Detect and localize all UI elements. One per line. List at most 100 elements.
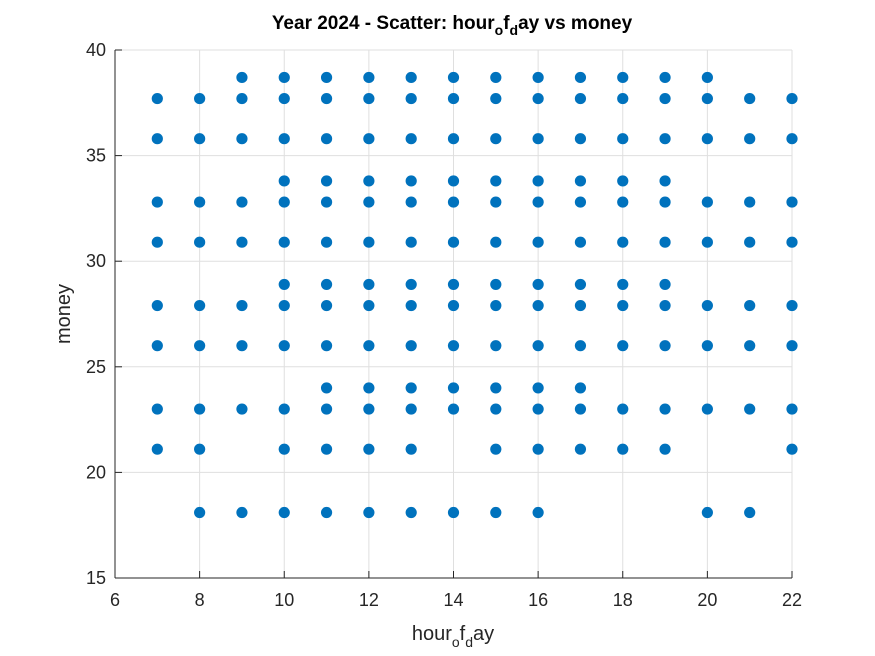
data-point — [701, 196, 713, 208]
data-point — [490, 443, 502, 455]
data-point — [659, 278, 671, 291]
data-point — [405, 403, 417, 415]
data-point — [151, 443, 163, 455]
data-point — [320, 382, 333, 394]
data-point — [194, 92, 206, 105]
data-point — [320, 71, 333, 84]
data-point — [617, 403, 629, 415]
data-point — [151, 299, 163, 312]
data-point — [744, 236, 756, 248]
data-point — [405, 133, 417, 145]
data-point — [278, 71, 290, 84]
data-point — [278, 403, 290, 415]
data-point — [659, 71, 671, 84]
data-point — [194, 133, 206, 145]
data-point — [490, 403, 502, 415]
data-point — [490, 340, 502, 352]
data-point — [490, 196, 502, 208]
data-point — [194, 443, 206, 455]
data-point — [617, 92, 629, 105]
data-point — [617, 196, 629, 208]
data-point — [659, 299, 671, 312]
data-point — [659, 92, 671, 105]
data-point — [659, 443, 671, 455]
data-point — [236, 133, 248, 145]
tick-labels: 6 8 10 12 14 16 18 20 22 15 20 25 30 35 40 — [86, 40, 802, 610]
data-point — [490, 175, 502, 187]
data-point — [617, 340, 629, 352]
data-point — [786, 133, 798, 145]
data-point — [363, 278, 375, 291]
x-tick-label: 8 — [195, 590, 205, 610]
data-point — [278, 443, 290, 455]
data-point — [744, 506, 756, 519]
data-point — [363, 92, 375, 105]
data-point — [744, 196, 756, 208]
grid-lines — [114, 49, 793, 579]
data-point — [786, 403, 798, 415]
data-point — [405, 92, 417, 105]
data-point — [194, 506, 206, 519]
data-point — [320, 236, 333, 248]
data-point — [701, 403, 713, 415]
data-point — [659, 175, 671, 187]
data-point — [574, 299, 587, 312]
data-point — [151, 340, 163, 352]
data-point — [447, 382, 460, 394]
data-point — [320, 133, 333, 145]
data-point — [574, 382, 587, 394]
data-point — [405, 175, 417, 187]
data-point — [405, 278, 417, 291]
data-point — [278, 299, 290, 312]
data-point — [490, 382, 502, 394]
data-point — [744, 403, 756, 415]
data-point — [278, 236, 290, 248]
data-point — [574, 175, 587, 187]
data-point — [405, 340, 417, 352]
data-point — [701, 506, 713, 519]
data-point — [151, 403, 163, 415]
x-tick-label: 6 — [110, 590, 120, 610]
data-point — [490, 71, 502, 84]
data-point — [617, 236, 629, 248]
data-point — [405, 382, 417, 394]
x-tick-label: 22 — [782, 590, 802, 610]
data-point — [574, 92, 587, 105]
data-point — [236, 92, 248, 105]
data-point — [744, 92, 756, 105]
data-point — [490, 299, 502, 312]
data-point — [320, 506, 333, 519]
data-point — [701, 71, 713, 84]
data-point — [278, 196, 290, 208]
data-point — [490, 236, 502, 248]
data-point — [447, 236, 460, 248]
data-point — [532, 196, 544, 208]
data-point — [363, 175, 375, 187]
data-point — [278, 175, 290, 187]
x-tick-label: 18 — [613, 590, 633, 610]
data-point — [490, 506, 502, 519]
data-point — [447, 340, 460, 352]
data-point — [490, 92, 502, 105]
data-point — [194, 299, 206, 312]
data-point — [194, 340, 206, 352]
data-point — [744, 133, 756, 145]
data-point — [236, 71, 248, 84]
data-point — [574, 340, 587, 352]
data-point — [617, 71, 629, 84]
data-point — [405, 71, 417, 84]
data-point — [363, 506, 375, 519]
data-point — [363, 443, 375, 455]
data-point — [405, 443, 417, 455]
data-point — [786, 340, 798, 352]
data-point — [701, 340, 713, 352]
data-point — [574, 236, 587, 248]
y-tick-label: 25 — [86, 357, 106, 377]
data-point — [786, 299, 798, 312]
data-point — [447, 299, 460, 312]
data-point — [278, 278, 290, 291]
data-point — [151, 92, 163, 105]
data-point — [617, 299, 629, 312]
